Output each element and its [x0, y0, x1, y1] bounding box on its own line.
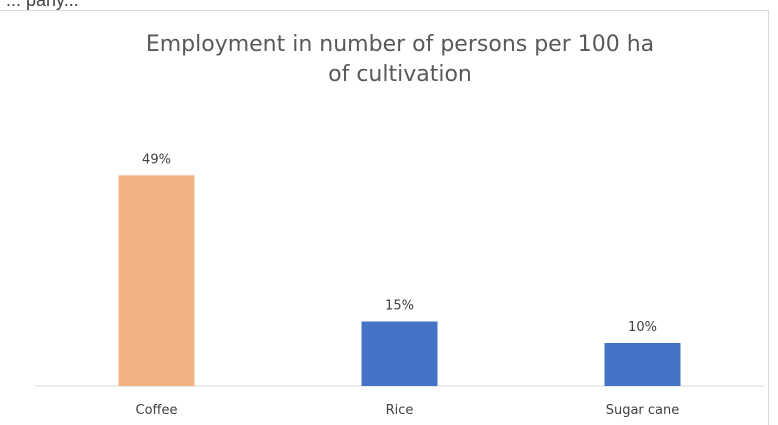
chart-title: Employment in number of persons per 100 … — [0, 30, 778, 90]
x-tick-label: Coffee — [136, 403, 178, 418]
chart-title-line-2: of cultivation — [328, 62, 472, 87]
x-tick-label: Sugar cane — [606, 403, 680, 418]
cropped-text: ... pany... — [6, 0, 79, 10]
data-label: 49% — [142, 152, 171, 167]
chart-frame — [0, 10, 769, 425]
data-label: 15% — [385, 299, 414, 314]
x-tick-label: Rice — [386, 403, 414, 418]
bar-sugar-cane — [604, 343, 681, 386]
bar-rice — [361, 321, 438, 386]
top-text-fragment: ... pany... — [0, 0, 90, 14]
chart-title-line-1: Employment in number of persons per 100 … — [145, 32, 655, 57]
data-label: 10% — [628, 320, 657, 335]
bar-coffee — [118, 175, 195, 386]
